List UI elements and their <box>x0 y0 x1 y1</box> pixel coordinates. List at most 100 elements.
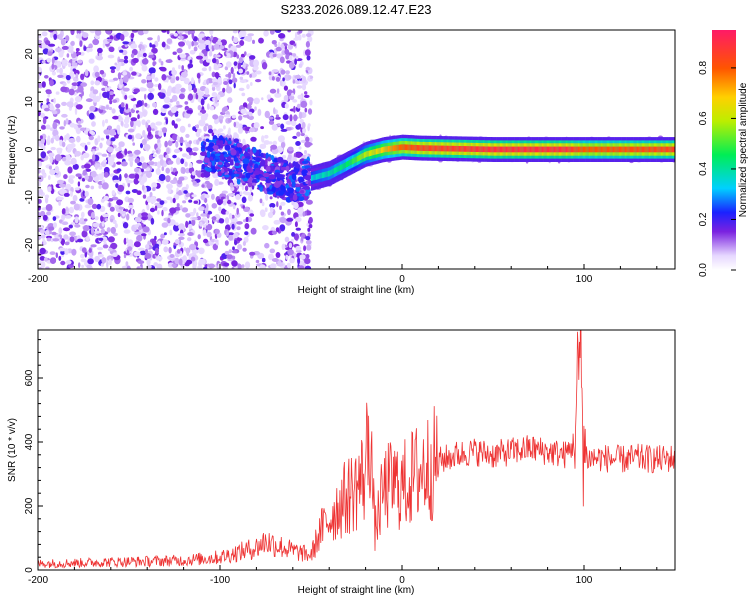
spectrogram-noise-blob <box>182 200 187 204</box>
spectrogram-noise-blob <box>49 32 53 39</box>
spectrogram-ridge-blob <box>294 161 299 169</box>
spectrogram-noise-blob <box>110 242 118 250</box>
spectrogram-noise-blob <box>275 46 282 52</box>
spectrogram-noise-blob <box>138 247 145 251</box>
spectrogram-noise-blob <box>249 251 256 256</box>
spectrogram-noise-blob <box>68 88 75 96</box>
spectrogram-noise-blob <box>103 195 110 201</box>
spectrogram-noise-blob <box>140 87 147 92</box>
spectrogram-noise-blob <box>147 131 152 137</box>
spectrogram-noise-blob <box>142 110 148 117</box>
spectrogram-noise-blob <box>304 49 311 56</box>
spectrogram-noise-blob <box>245 217 249 222</box>
spectrogram-noise-blob <box>81 142 85 148</box>
spectrogram-noise-blob <box>280 142 286 148</box>
spectrogram-noise-blob <box>118 62 122 67</box>
spectrogram-noise-blob <box>179 205 183 211</box>
spectrogram-y-tick-label: -10 <box>24 190 35 205</box>
spectrogram-noise-blob <box>83 46 87 51</box>
spectrogram-noise-blob <box>161 239 169 245</box>
spectrogram-ridge-blob <box>201 145 205 149</box>
spectrogram-noise-blob <box>96 163 101 168</box>
spectrogram-ridge-blob <box>245 172 251 179</box>
spectrogram-noise-blob <box>81 221 86 225</box>
spectrogram-ridge-cell <box>640 146 643 153</box>
spectrogram-noise-blob <box>87 198 94 205</box>
spectrogram-ridge-cell <box>552 146 554 153</box>
spectrogram-noise-blob <box>271 69 279 73</box>
spectrogram-noise-blob <box>93 65 99 73</box>
spectrogram-ridge-blob <box>301 160 309 164</box>
spectrogram-noise-blob <box>292 135 298 139</box>
spectrogram-noise-blob <box>213 101 220 107</box>
spectrogram-noise-blob <box>233 37 239 44</box>
spectrogram-noise-blob <box>123 59 129 64</box>
spectrogram-noise-blob <box>55 154 62 162</box>
spectrogram-ridge-cell <box>447 145 449 152</box>
spectrogram-noise-blob <box>224 217 230 224</box>
spectrogram-noise-blob <box>77 59 83 64</box>
spectrogram-noise-blob <box>90 185 95 190</box>
spectrogram-noise-blob <box>161 127 168 134</box>
spectrogram-noise-blob <box>198 39 205 44</box>
spectrogram-noise-blob <box>200 114 208 121</box>
spectrogram-ridge-cell <box>420 145 422 151</box>
spectrogram-noise-blob <box>172 154 177 159</box>
spectrogram-noise-blob <box>188 84 193 92</box>
spectrogram-ridge-cell <box>491 146 493 153</box>
spectrogram-noise-blob <box>287 146 294 152</box>
spectrogram-noise-blob <box>255 79 262 83</box>
spectrogram-noise-blob <box>134 173 140 180</box>
spectrogram-ridge-cell <box>612 146 614 153</box>
spectrogram-noise-blob <box>216 63 223 68</box>
spectrogram-noise-blob <box>176 48 183 54</box>
spectrogram-noise-blob <box>128 204 134 209</box>
spectrogram-noise-blob <box>84 204 92 209</box>
spectrogram-noise-blob <box>144 57 148 64</box>
spectrogram-noise-blob <box>189 59 193 64</box>
spectrogram-noise-blob <box>142 226 150 233</box>
spectrogram-noise-blob <box>128 157 134 162</box>
spectrogram-noise-blob <box>279 37 284 42</box>
spectrogram-ridge-blob <box>215 155 220 160</box>
spectrogram-noise-blob <box>52 122 58 130</box>
spectrogram-noise-blob <box>71 85 77 90</box>
spectrogram-noise-blob <box>84 145 88 151</box>
spectrogram-noise-blob <box>85 168 92 172</box>
spectrogram-noise-blob <box>169 229 173 236</box>
spectrogram-noise-blob <box>75 104 83 110</box>
spectrogram-noise-blob <box>234 239 238 246</box>
spectrogram-noise-blob <box>293 202 299 209</box>
spectrogram-ridge-cell <box>317 173 319 180</box>
spectrogram-noise-blob <box>236 207 239 215</box>
spectrogram-ridge-cell <box>349 160 351 166</box>
spectrogram-noise-blob <box>108 259 112 266</box>
spectrogram-noise-blob <box>112 77 119 81</box>
spectrogram-noise-blob <box>224 66 229 71</box>
spectrogram-noise-blob <box>230 186 235 192</box>
spectrogram-noise-blob <box>42 237 45 242</box>
spectrogram-ridge-cell <box>444 145 446 152</box>
spectrogram-noise-blob <box>209 30 214 36</box>
spectrogram-noise-blob <box>260 126 264 130</box>
spectrogram-ridge-cell <box>574 146 576 153</box>
spectrogram-noise-blob <box>279 224 286 232</box>
spectrogram-noise-blob <box>47 94 51 98</box>
spectrogram-noise-blob <box>239 79 247 84</box>
spectrogram-noise-blob <box>55 91 60 95</box>
spectrogram-noise-blob <box>297 207 304 215</box>
spectrogram-noise-blob <box>100 215 104 222</box>
spectrogram-noise-blob <box>197 91 205 97</box>
spectrogram-ridge-blob <box>277 156 284 163</box>
spectrogram-noise-blob <box>42 214 48 221</box>
spectrogram-noise-blob <box>90 170 97 178</box>
spectrogram-noise-blob <box>283 85 288 91</box>
spectrogram-noise-blob <box>68 206 74 214</box>
spectrogram-noise-blob <box>166 147 170 155</box>
spectrogram-noise-blob <box>180 35 184 40</box>
spectrogram-ridge-cell <box>440 145 443 152</box>
spectrogram-noise-blob <box>161 74 167 81</box>
spectrogram-noise-blob <box>165 175 171 183</box>
spectrogram-noise-blob <box>141 233 147 237</box>
spectrogram-noise-blob <box>175 83 182 89</box>
